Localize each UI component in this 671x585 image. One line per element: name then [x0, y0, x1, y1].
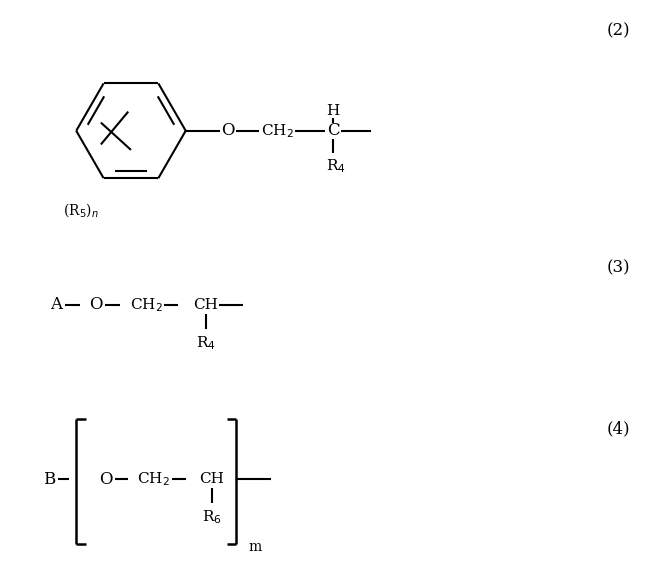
- Text: O: O: [221, 122, 234, 139]
- Text: R$_4$: R$_4$: [326, 158, 346, 176]
- Text: O: O: [89, 297, 103, 314]
- Text: (2): (2): [607, 23, 631, 40]
- Text: O: O: [99, 470, 113, 488]
- Text: CH$_2$: CH$_2$: [138, 470, 170, 488]
- Text: (R$_5$)$_n$: (R$_5$)$_n$: [63, 201, 99, 219]
- Text: (3): (3): [607, 260, 631, 277]
- Text: (4): (4): [607, 421, 631, 438]
- Text: R$_6$: R$_6$: [202, 508, 221, 526]
- Text: R$_4$: R$_4$: [196, 334, 215, 352]
- Text: CH$_2$: CH$_2$: [130, 296, 162, 314]
- Text: CH: CH: [199, 472, 224, 486]
- Text: CH$_2$: CH$_2$: [261, 122, 294, 140]
- Text: C: C: [327, 122, 340, 139]
- Text: B: B: [43, 470, 56, 488]
- Text: H: H: [326, 104, 340, 118]
- Text: CH: CH: [193, 298, 218, 312]
- Text: A: A: [50, 297, 62, 314]
- Text: m: m: [248, 540, 262, 554]
